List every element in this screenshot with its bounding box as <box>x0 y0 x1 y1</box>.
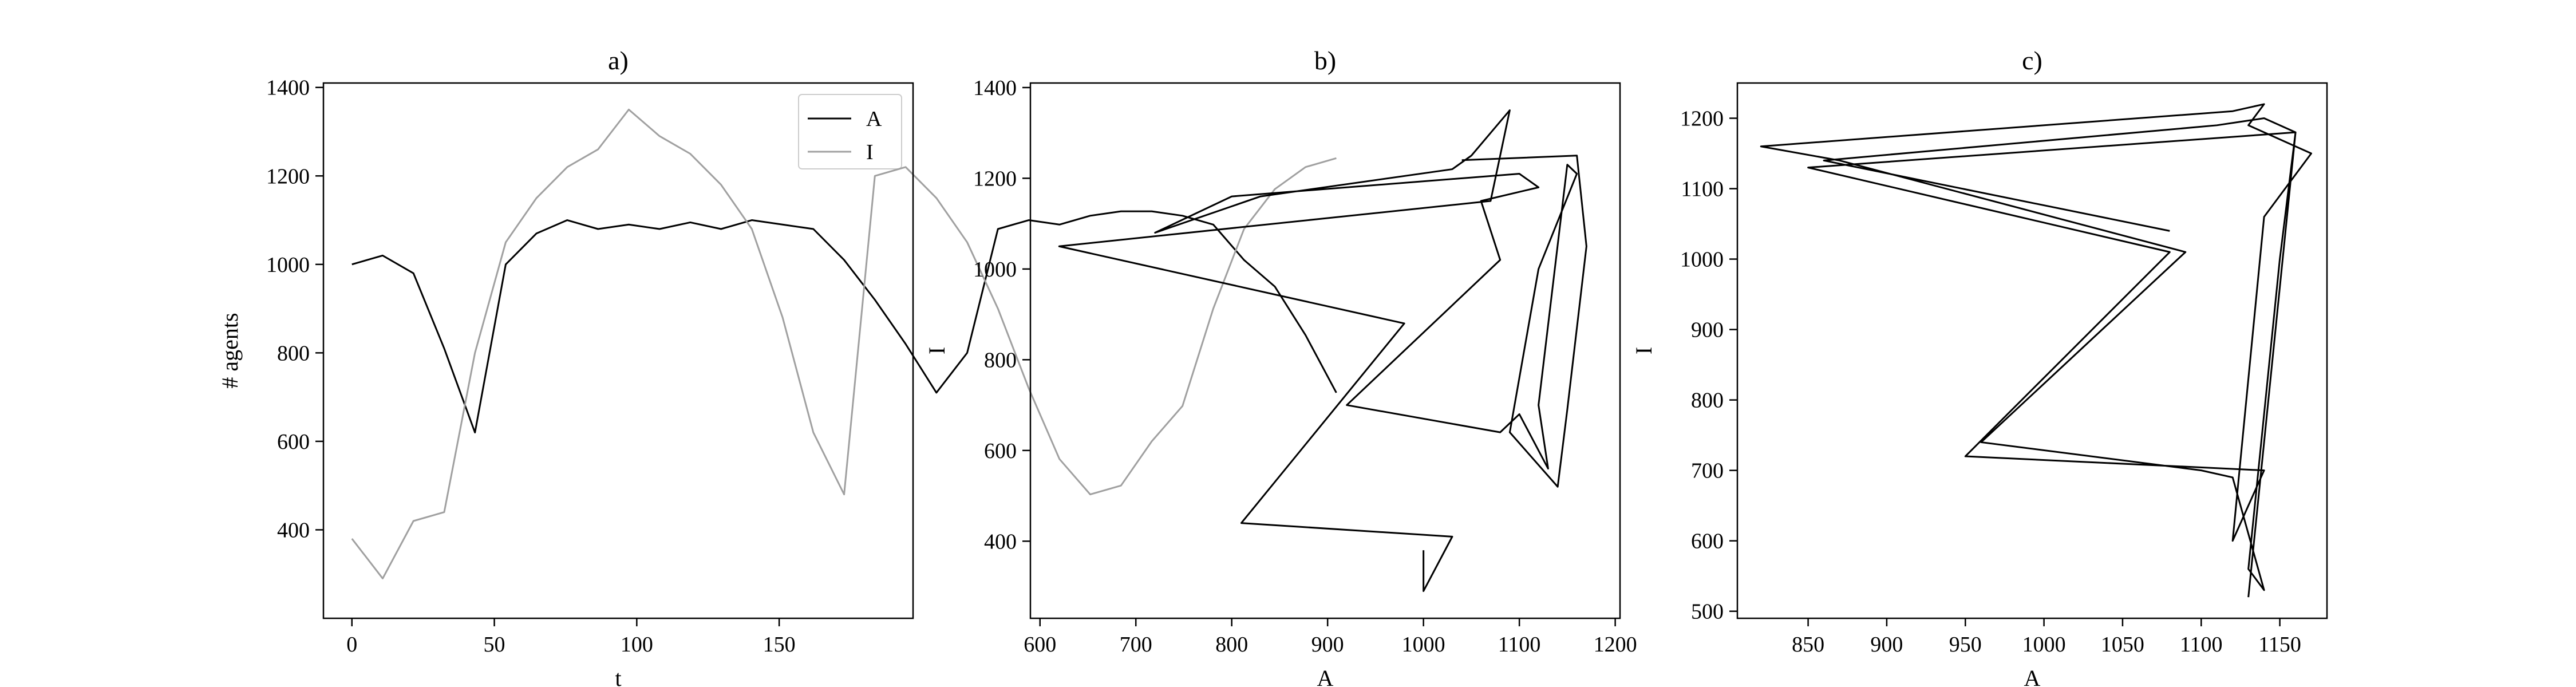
chart-title: a) <box>608 46 629 75</box>
legend: A I <box>798 94 902 169</box>
y-tick-label: 1000 <box>266 253 310 277</box>
y-tick-label: 1000 <box>973 258 1017 282</box>
x-axis-label: A <box>2024 665 2041 687</box>
y-tick-label: 400 <box>277 518 310 542</box>
x-tick-label: 150 <box>763 633 796 657</box>
series-line-a <box>351 210 1337 433</box>
x-tick-label: 1200 <box>1594 633 1637 657</box>
y-tick-label: 800 <box>1691 389 1724 413</box>
y-axis-label: # agents <box>217 313 243 388</box>
y-tick-label: 1400 <box>266 76 310 100</box>
chart-panel-c: c) A I 850 900 950 1000 1050 1100 1150 500 600 70… <box>1631 46 2328 687</box>
x-tick-label: 600 <box>1024 633 1056 657</box>
trajectory-line <box>1058 109 1587 592</box>
x-tick-label: 1000 <box>2022 633 2066 657</box>
y-tick-label: 1200 <box>973 167 1017 191</box>
x-tick-label: 0 <box>346 633 357 657</box>
y-tick-label: 800 <box>984 348 1017 372</box>
x-tick-label: 900 <box>1870 633 1903 657</box>
x-tick-label: 1150 <box>2258 633 2301 657</box>
y-tick-label: 600 <box>984 439 1017 463</box>
y-tick-label: 800 <box>277 341 310 365</box>
x-tick-label: 900 <box>1311 633 1344 657</box>
y-axis-label: I <box>924 347 950 354</box>
legend-box <box>798 94 902 169</box>
chart-panel-b: b) A I 600 700 800 900 1000 1100 1200 400 600 800… <box>924 46 1637 687</box>
x-axis-label: t <box>615 665 621 687</box>
y-tick-label: 600 <box>1691 530 1724 554</box>
y-tick-label: 1200 <box>1680 107 1724 131</box>
y-tick-label: 1100 <box>1681 177 1724 202</box>
plot-frame-b <box>1029 82 1621 619</box>
y-tick-label: 1200 <box>266 164 310 188</box>
y-tick-label: 600 <box>277 430 310 454</box>
y-axis-label: I <box>1631 347 1657 354</box>
chart-title: b) <box>1314 46 1336 75</box>
x-tick-label: 1050 <box>2101 633 2144 657</box>
chart-panel-a: a) t # agents A I 0 50 100 150 400 600 800 1000… <box>217 46 1337 687</box>
y-tick-label: 1400 <box>973 76 1017 100</box>
plot-frame-a <box>322 82 914 619</box>
x-axis-label: A <box>1317 665 1334 687</box>
x-tick-label: 100 <box>621 633 653 657</box>
plot-frame-c <box>1736 82 2328 619</box>
chart-title: c) <box>2022 46 2042 75</box>
x-tick-label: 1100 <box>1498 633 1541 657</box>
y-tick-label: 400 <box>984 530 1017 554</box>
x-tick-label: 50 <box>484 633 505 657</box>
x-tick-label: 1100 <box>2180 633 2223 657</box>
legend-label-i: I <box>866 140 874 164</box>
x-tick-label: 1000 <box>1402 633 1445 657</box>
y-tick-label: 1000 <box>1680 248 1724 272</box>
y-tick-label: 900 <box>1691 318 1724 342</box>
series-line-i <box>351 108 1337 579</box>
x-tick-label: 700 <box>1120 633 1152 657</box>
x-tick-label: 950 <box>1949 633 1982 657</box>
legend-label-a: A <box>866 107 882 131</box>
trajectory-line <box>1760 103 2313 598</box>
y-tick-label: 700 <box>1691 459 1724 483</box>
x-tick-label: 850 <box>1792 633 1824 657</box>
x-tick-label: 800 <box>1215 633 1248 657</box>
y-tick-label: 500 <box>1691 600 1724 624</box>
